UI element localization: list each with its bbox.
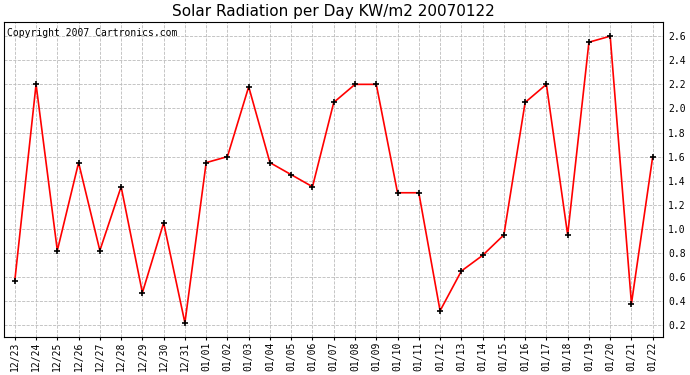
Title: Solar Radiation per Day KW/m2 20070122: Solar Radiation per Day KW/m2 20070122 (172, 4, 495, 19)
Text: Copyright 2007 Cartronics.com: Copyright 2007 Cartronics.com (8, 28, 178, 38)
